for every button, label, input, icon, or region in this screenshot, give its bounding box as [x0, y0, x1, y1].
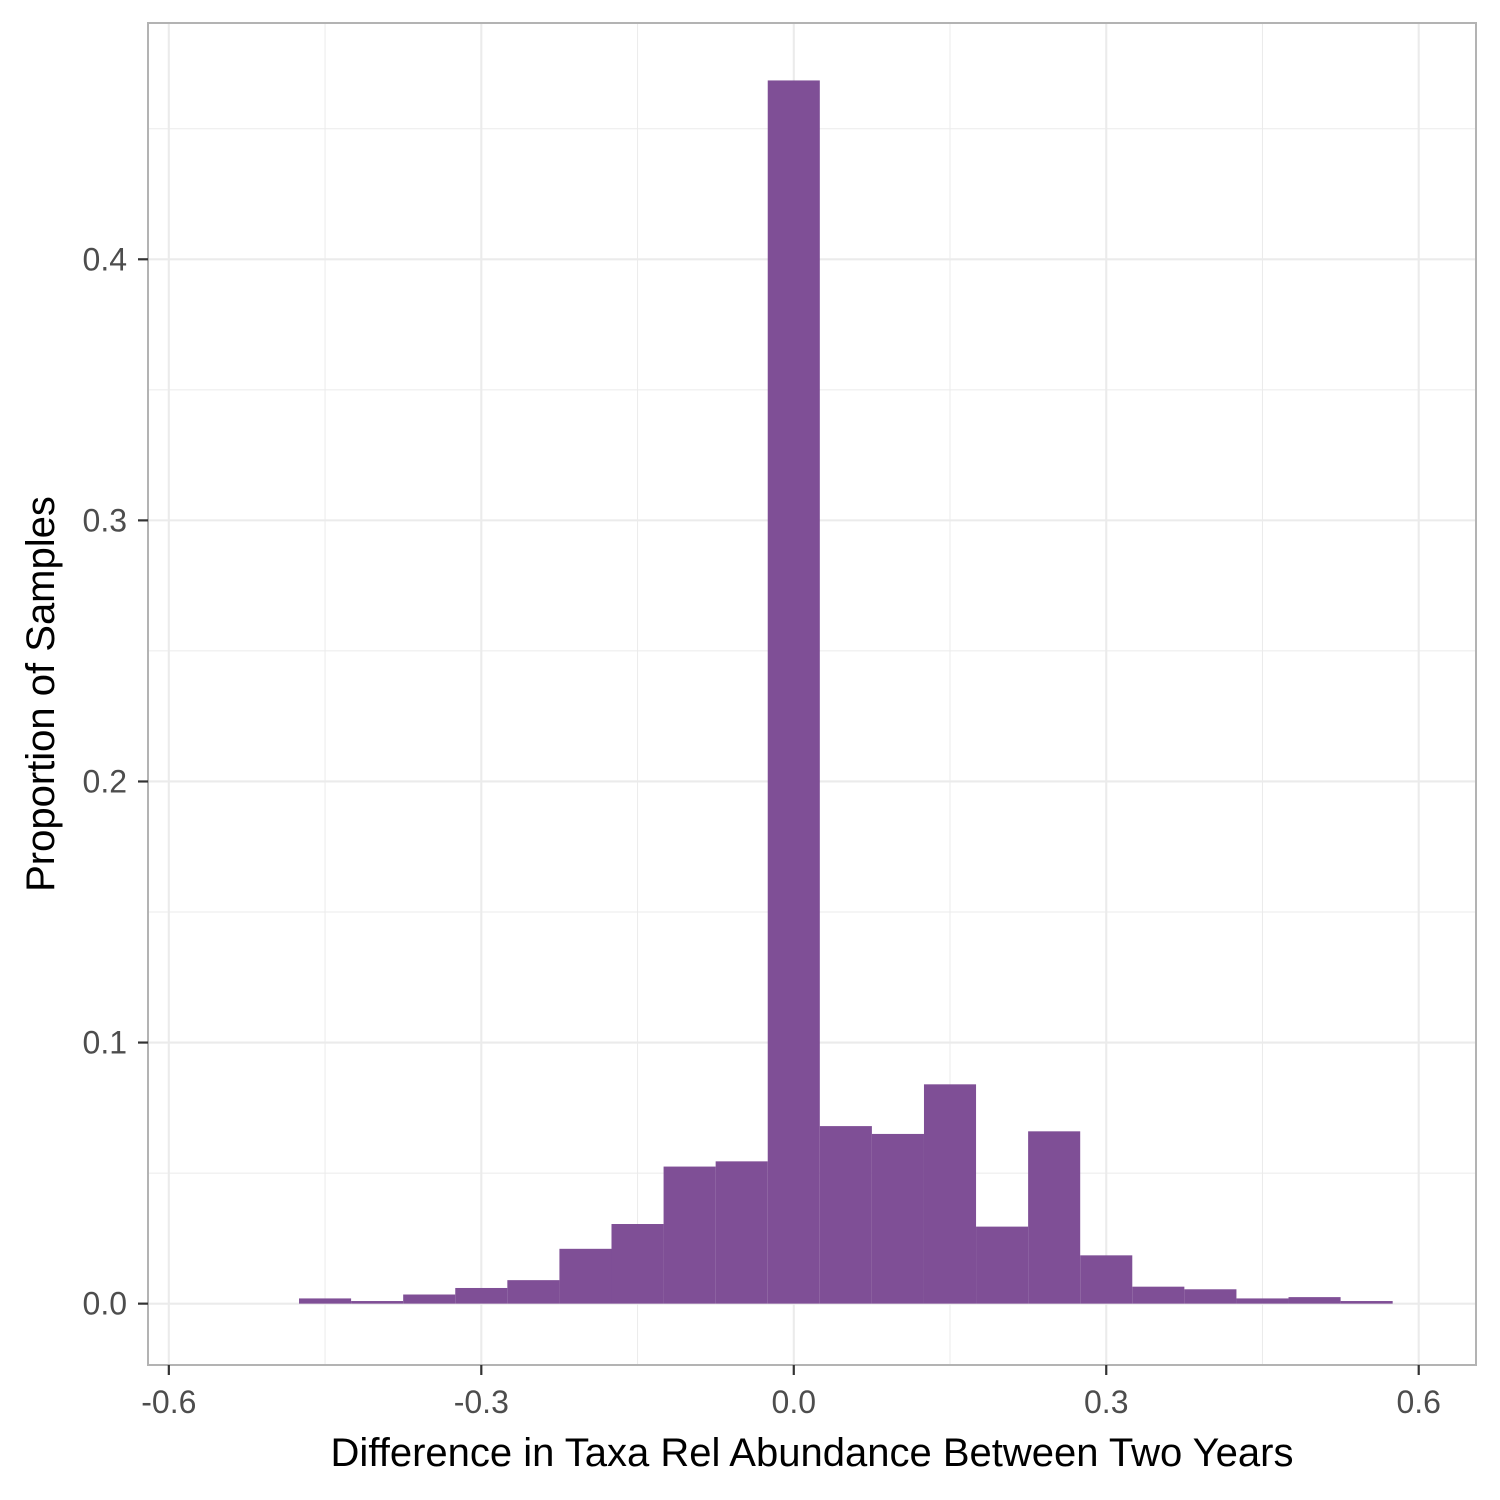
histogram-bar-20: [1340, 1301, 1393, 1304]
histogram-bar-10: [819, 1126, 872, 1304]
histogram-bar-0: [299, 1298, 352, 1304]
histogram-bar-3: [455, 1287, 508, 1304]
histogram-bar-13: [976, 1226, 1029, 1304]
histogram-bar-1: [351, 1301, 404, 1304]
histogram-bars: [299, 80, 1393, 1304]
histogram-bar-18: [1236, 1298, 1289, 1304]
histogram-bar-7: [663, 1166, 716, 1304]
y-tick-label: 0.3: [83, 502, 127, 538]
y-tick-label: 0.0: [83, 1286, 127, 1322]
histogram-bar-12: [923, 1084, 977, 1304]
histogram-bar-2: [403, 1294, 456, 1304]
histogram-bar-5: [559, 1248, 612, 1304]
y-tick-label: 0.4: [83, 241, 127, 277]
x-tick-label: -0.3: [454, 1384, 509, 1420]
y-tick-label: 0.2: [83, 763, 127, 799]
histogram-bar-4: [507, 1280, 560, 1304]
histogram-bar-8: [715, 1161, 768, 1304]
histogram-bar-16: [1132, 1286, 1185, 1304]
x-tick-label: 0.3: [1084, 1384, 1128, 1420]
histogram-bar-15: [1080, 1255, 1133, 1304]
histogram-bar-19: [1288, 1297, 1341, 1304]
y-tick-label: 0.1: [83, 1025, 127, 1061]
histogram-bar-17: [1184, 1289, 1237, 1304]
histogram-bar-9: [767, 80, 820, 1304]
x-axis-title: Difference in Taxa Rel Abundance Between…: [331, 1431, 1294, 1475]
panel-border: [147, 22, 1477, 1366]
y-axis-title: Proportion of Samples: [19, 496, 63, 892]
x-axis: -0.6 -0.3 0.0 0.3 0.6: [141, 1365, 1441, 1420]
x-tick-label: -0.6: [141, 1384, 196, 1420]
x-tick-label: 0.6: [1396, 1384, 1440, 1420]
y-axis: 0.0 0.1 0.2 0.3 0.4: [83, 241, 148, 1322]
histogram-bar-6: [611, 1224, 664, 1304]
x-tick-label: 0.0: [772, 1384, 816, 1420]
histogram-bar-11: [871, 1133, 924, 1304]
histogram-bar-14: [1028, 1131, 1081, 1304]
